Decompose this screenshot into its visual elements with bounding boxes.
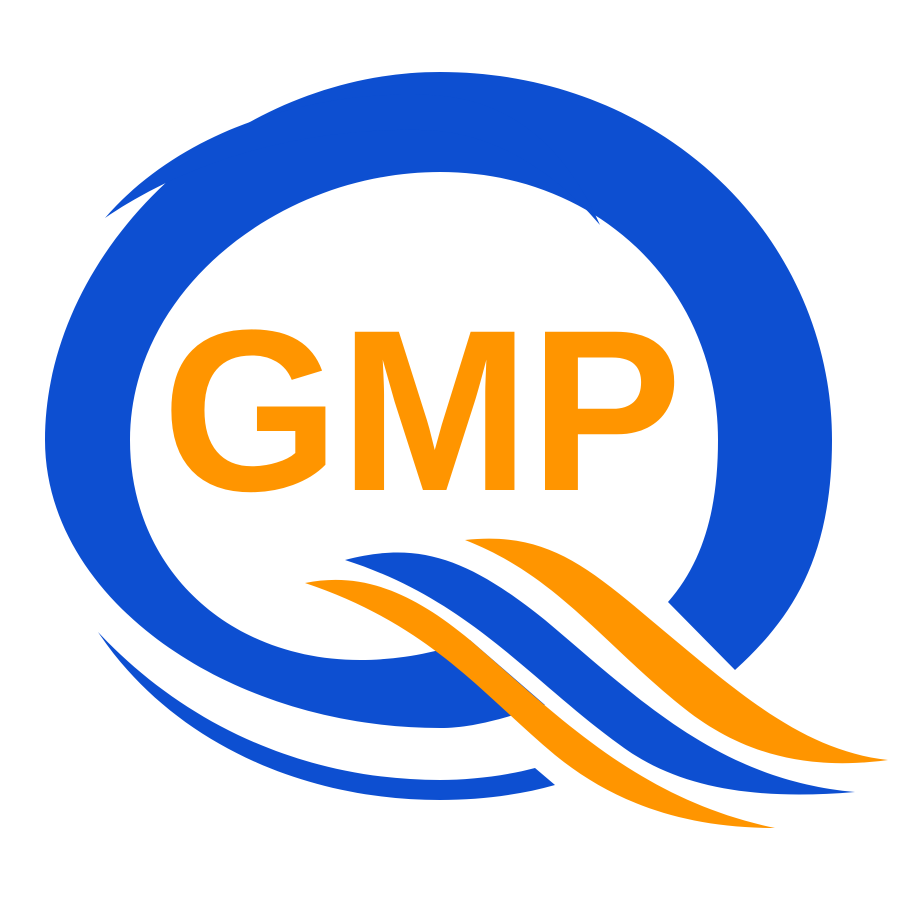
tail-orange-right xyxy=(465,538,888,764)
tail-blue-middle xyxy=(345,552,855,795)
q-outer-swoosh-bottom xyxy=(98,632,555,800)
brand-text: GMP xyxy=(162,282,682,539)
q-ring-main xyxy=(45,72,832,728)
q-ring-icon xyxy=(45,72,832,800)
tail-orange-left xyxy=(305,579,775,828)
q-inner-swoosh-top xyxy=(105,94,600,225)
q-tail-swoosh-icon xyxy=(305,538,888,828)
